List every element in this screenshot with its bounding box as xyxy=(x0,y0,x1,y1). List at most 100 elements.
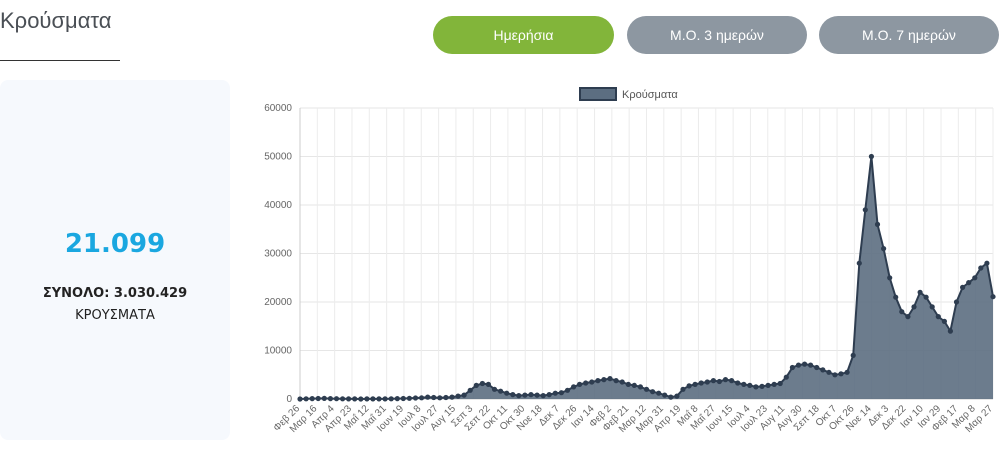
data-point xyxy=(741,381,747,387)
data-point xyxy=(935,314,941,320)
data-point xyxy=(449,394,455,400)
data-point xyxy=(491,386,498,392)
data-point xyxy=(881,246,887,252)
data-point xyxy=(394,396,400,402)
data-point xyxy=(485,381,491,387)
data-point xyxy=(382,396,388,402)
data-point xyxy=(868,153,875,160)
data-point xyxy=(443,394,449,401)
latest-cases-value: 21.099 xyxy=(64,229,166,259)
data-point xyxy=(856,260,862,266)
data-point xyxy=(643,386,650,392)
data-point xyxy=(704,379,710,385)
y-axis: 0 10000 20000 30000 40000 50000 60000 xyxy=(264,103,301,405)
data-point xyxy=(747,382,753,388)
data-point xyxy=(923,294,929,300)
data-point xyxy=(783,374,789,380)
data-point xyxy=(722,377,729,383)
data-point xyxy=(698,380,704,386)
data-point xyxy=(607,376,613,382)
data-point xyxy=(376,396,382,402)
data-point xyxy=(297,396,303,402)
data-point xyxy=(589,379,595,385)
data-point xyxy=(947,328,954,334)
data-point xyxy=(419,395,425,401)
data-point xyxy=(765,382,771,388)
data-point xyxy=(546,392,552,398)
legend-swatch xyxy=(579,87,617,101)
title-underline xyxy=(0,60,120,61)
ma3-button[interactable]: Μ.Ο. 3 ημερών xyxy=(627,16,807,54)
data-point xyxy=(984,260,990,266)
cases-label: ΚΡΟΥΣΜΑΤΑ xyxy=(75,308,155,323)
data-point xyxy=(929,304,935,310)
data-point xyxy=(716,378,722,385)
data-point xyxy=(370,396,376,402)
data-point xyxy=(820,367,826,373)
data-point xyxy=(303,396,309,402)
data-point xyxy=(795,362,802,368)
total-cases: ΣΥΝΟΛΟ: 3.030.429 xyxy=(42,286,188,301)
data-point xyxy=(692,381,698,387)
data-point xyxy=(631,382,637,388)
data-point xyxy=(540,393,546,399)
data-point xyxy=(887,275,893,281)
data-point xyxy=(686,383,692,389)
data-point xyxy=(990,294,996,300)
chart-legend: Κρούσματα xyxy=(579,87,678,101)
data-point xyxy=(388,396,394,402)
data-point xyxy=(802,361,808,367)
data-point xyxy=(510,392,516,398)
daily-button[interactable]: Ημερήσια xyxy=(433,16,614,54)
data-point xyxy=(528,392,534,398)
data-point xyxy=(753,384,759,390)
data-point xyxy=(479,380,485,387)
data-point xyxy=(346,396,352,402)
data-point xyxy=(777,380,783,387)
y-tick-label: 60000 xyxy=(264,103,292,114)
data-point xyxy=(850,352,856,358)
data-point xyxy=(637,384,643,390)
y-tick-label: 20000 xyxy=(264,297,292,308)
data-point xyxy=(789,364,796,371)
data-point xyxy=(972,275,978,281)
data-point xyxy=(680,386,686,392)
data-point xyxy=(613,378,619,384)
data-point xyxy=(832,372,838,378)
data-point xyxy=(601,377,607,383)
data-point xyxy=(516,393,522,399)
data-point xyxy=(619,379,625,385)
data-point xyxy=(826,369,832,375)
y-tick-label: 50000 xyxy=(264,152,292,163)
data-point xyxy=(893,294,899,300)
data-point xyxy=(564,387,571,393)
data-point xyxy=(534,392,540,398)
data-point xyxy=(504,390,510,396)
data-point xyxy=(838,371,844,377)
data-point xyxy=(467,387,473,393)
data-point xyxy=(899,309,905,315)
data-point xyxy=(978,265,984,271)
data-point xyxy=(425,394,431,400)
legend-label: Κρούσματα xyxy=(622,89,678,101)
y-tick-label: 40000 xyxy=(264,200,292,211)
data-point xyxy=(571,384,577,390)
data-point xyxy=(583,380,589,386)
cases-chart: 0 10000 20000 30000 40000 50000 60000 Φεβ 26Μα… xyxy=(264,87,996,435)
data-point xyxy=(953,299,960,305)
data-point xyxy=(625,381,631,387)
data-point xyxy=(455,393,461,399)
ma7-button[interactable]: Μ.Ο. 7 ημερών xyxy=(819,16,999,54)
data-point xyxy=(771,381,777,387)
data-point xyxy=(431,394,437,401)
data-point xyxy=(558,390,564,396)
data-point xyxy=(735,380,741,386)
data-point xyxy=(710,378,716,384)
data-point xyxy=(412,395,419,401)
data-point xyxy=(844,369,850,375)
data-point xyxy=(729,378,735,384)
data-point xyxy=(595,378,601,384)
data-point xyxy=(364,396,370,402)
data-point xyxy=(321,395,327,401)
